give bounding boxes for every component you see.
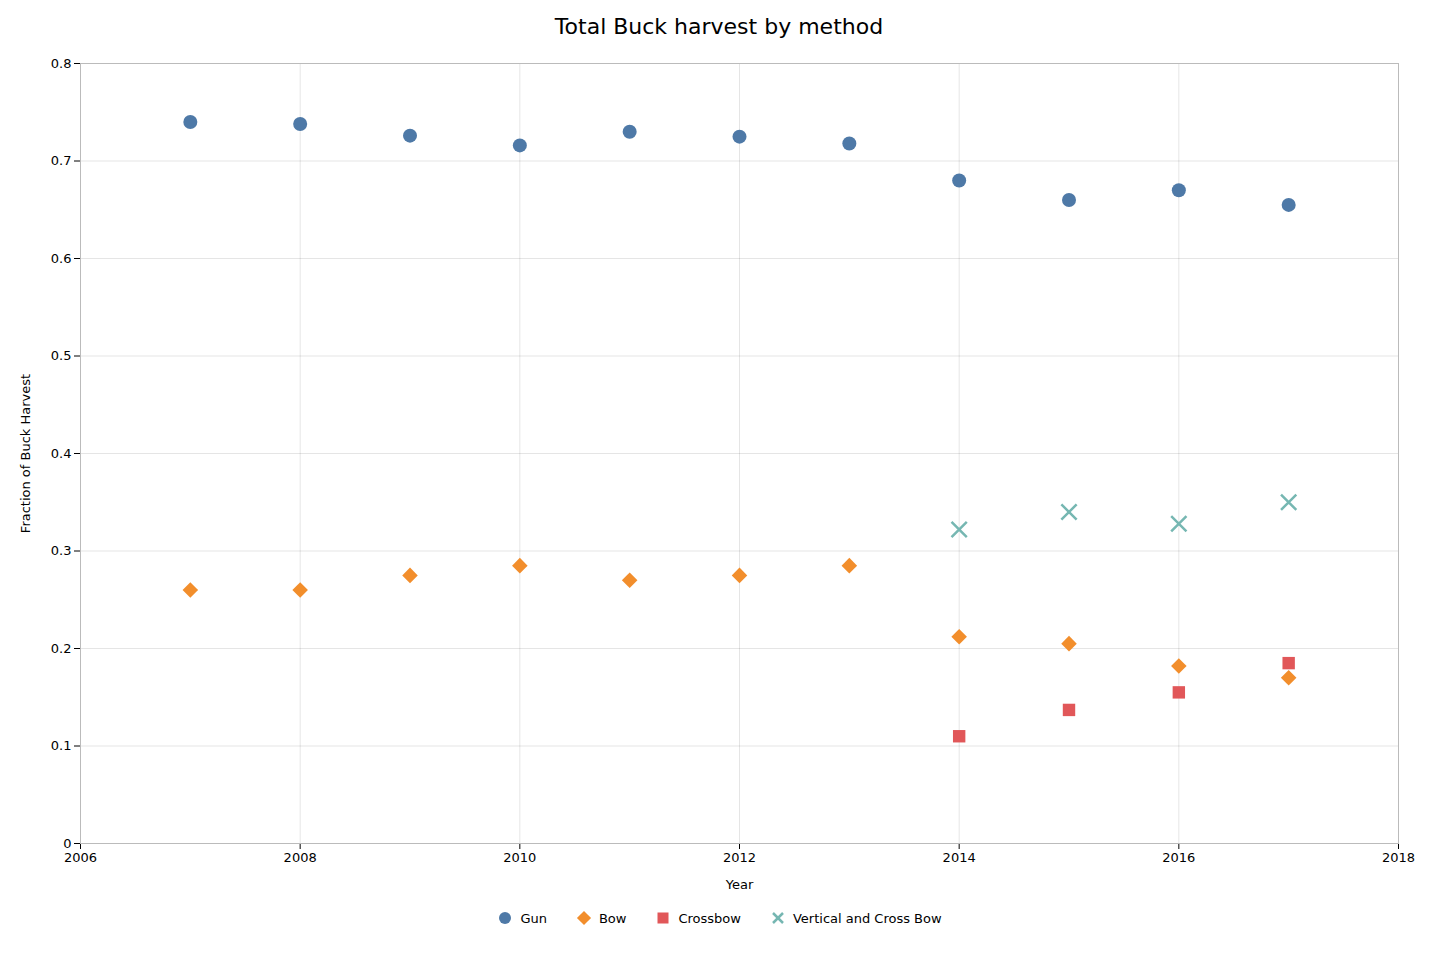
svg-text:0.2: 0.2 [51, 641, 72, 656]
svg-text:0.8: 0.8 [51, 56, 72, 71]
html-text:Total Buck harvest by method: Total Buck harvest by method [554, 14, 884, 39]
svg-text:2016: 2016 [1162, 850, 1195, 865]
svg-text:0.6: 0.6 [51, 251, 72, 266]
svg-text:Fraction of Buck Harvest: Fraction of Buck Harvest [18, 374, 33, 533]
svg-text:2018: 2018 [1382, 850, 1415, 865]
svg-text:0.1: 0.1 [51, 738, 72, 753]
html-text:Gun: Gun [520, 910, 547, 926]
svg-text:2006: 2006 [64, 850, 97, 865]
html-text:Vertical and Cross Bow: Vertical and Cross Bow [793, 910, 942, 926]
svg-text:0.4: 0.4 [51, 446, 72, 461]
svg-text:0: 0 [63, 836, 71, 851]
svg-text:2008: 2008 [284, 850, 317, 865]
svg-text:0.5: 0.5 [51, 348, 72, 363]
svg-text:2012: 2012 [723, 850, 756, 865]
svg-text:0.7: 0.7 [51, 153, 72, 168]
html-text:Bow: Bow [599, 910, 627, 926]
svg-text:2010: 2010 [503, 850, 536, 865]
html-text:Crossbow: Crossbow [678, 910, 741, 926]
svg-text:Year: Year [725, 877, 754, 892]
svg-text:0.3: 0.3 [51, 543, 72, 558]
svg-text:2014: 2014 [943, 850, 976, 865]
